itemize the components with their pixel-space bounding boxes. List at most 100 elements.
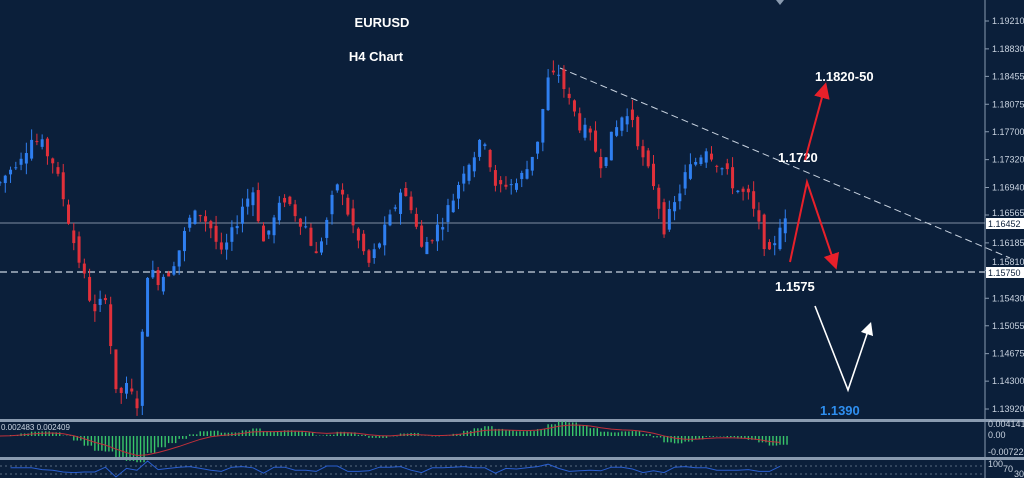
candle-body (93, 304, 97, 312)
support-price-label: 1.15750 (988, 268, 1021, 278)
candle-body (383, 224, 387, 246)
candle-body (309, 227, 313, 246)
candle-body (356, 228, 360, 241)
price-tick-label: 1.15810 (992, 257, 1024, 267)
candle-body (77, 236, 81, 263)
candle-body (472, 157, 476, 172)
candle-body (488, 150, 492, 168)
candle-body (325, 219, 329, 238)
chart-title: EURUSD (355, 15, 410, 30)
candle-body (778, 227, 782, 250)
candle-body (103, 298, 107, 301)
candle-body (683, 172, 687, 189)
candle-body (514, 183, 518, 190)
candle-body (557, 74, 561, 76)
candle-body (204, 216, 208, 222)
candle-body (641, 146, 645, 158)
candle-body (393, 207, 397, 209)
candle-body (746, 188, 750, 193)
candle-body (219, 242, 223, 250)
candle-body (346, 197, 350, 215)
candle-body (198, 215, 202, 217)
macd-signal-line (0, 424, 781, 457)
candle-body (478, 139, 482, 157)
candle-body (483, 144, 487, 147)
candle-body (446, 205, 450, 222)
candle-body (699, 157, 703, 165)
candles (0, 60, 787, 416)
rsi-axis-100: 100 (988, 459, 1003, 469)
price-tick-label: 1.18830 (992, 44, 1024, 54)
candle-body (420, 225, 424, 247)
candle-body (409, 196, 413, 211)
support-price-tag (986, 267, 1024, 278)
candle-body (72, 230, 76, 244)
candle-body (773, 243, 777, 246)
macd-separator (0, 419, 1024, 422)
rsi-axis-30: 30 (1014, 469, 1024, 478)
candle-body (414, 213, 418, 227)
candle-body (736, 190, 740, 192)
candle-body (620, 117, 624, 131)
candle-body (362, 233, 366, 252)
candle-body (657, 187, 661, 209)
candle-body (188, 217, 192, 228)
candle-body (246, 198, 250, 207)
candle-body (167, 272, 171, 277)
price-tick-label: 1.13920 (992, 404, 1024, 414)
candle-body (709, 153, 713, 160)
candle-body (24, 153, 28, 164)
shift-marker-icon (776, 0, 784, 5)
candle-body (130, 388, 134, 392)
candle-body (715, 165, 719, 167)
candle-body (572, 100, 576, 112)
macd-axis-bottom: -0.007223 (988, 447, 1024, 457)
candle-body (567, 93, 571, 99)
annotation-support: 1.1575 (775, 279, 815, 294)
candle-body (435, 224, 439, 242)
candle-body (30, 139, 34, 159)
candle-body (0, 182, 2, 184)
candle-body (251, 192, 255, 206)
candle-body (51, 158, 55, 164)
macd-panel (0, 421, 788, 463)
rsi-separator (0, 457, 1024, 460)
macd-values: 0.002483 0.002409 (1, 423, 71, 432)
candle-body (731, 167, 735, 189)
price-tick-label: 1.17320 (992, 155, 1024, 165)
candle-body (504, 184, 508, 187)
candle-body (636, 116, 640, 147)
plot-bg (0, 0, 985, 478)
candle-body (61, 172, 65, 200)
candle-body (525, 169, 529, 179)
price-tick-label: 1.14300 (992, 376, 1024, 386)
candle-body (493, 170, 497, 186)
annotation-trendline: 1.1720 (778, 150, 818, 165)
candle-body (298, 218, 302, 227)
candle-body (609, 131, 613, 161)
candle-body (752, 191, 756, 209)
candle-body (235, 226, 239, 229)
candle-body (536, 141, 540, 154)
candle-body (88, 276, 92, 301)
candle-body (341, 189, 345, 195)
candle-body (615, 127, 619, 136)
price-tick-label: 1.14675 (992, 349, 1024, 359)
candle-body (541, 109, 545, 143)
candle-body (678, 193, 682, 202)
candle-body (193, 210, 197, 224)
candle-body (151, 269, 155, 278)
candle-body (441, 227, 445, 230)
candle-body (625, 116, 629, 125)
candle-body (214, 225, 218, 242)
candle-body (767, 242, 771, 250)
candle-body (230, 227, 234, 242)
candle-body (694, 161, 698, 165)
candle-body (35, 141, 39, 143)
trendline (559, 67, 1011, 259)
macd-axis-zero: 0.00 (988, 430, 1006, 440)
candle-body (462, 173, 466, 184)
candle-body (652, 163, 656, 187)
